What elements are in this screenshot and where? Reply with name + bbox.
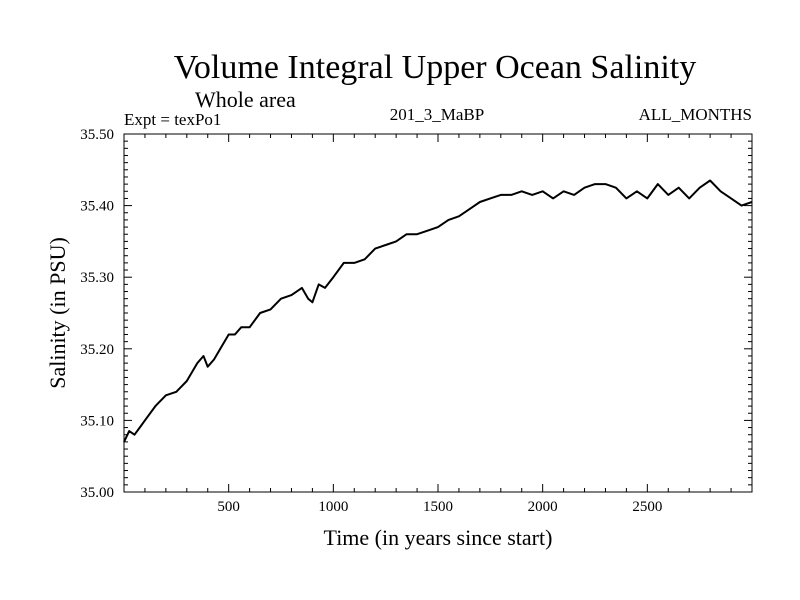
chart-subtitle: Whole area (195, 87, 296, 112)
data-series (123, 179, 753, 443)
x-tick-label: 2000 (528, 499, 558, 515)
y-tick-label: 35.00 (80, 485, 114, 501)
y-tick-label: 35.30 (80, 270, 114, 286)
y-tick-label: 35.50 (80, 127, 114, 143)
x-tick-label: 2500 (632, 499, 662, 515)
axis-ticks (124, 133, 752, 493)
x-axis-label: Time (in years since start) (324, 525, 553, 550)
x-tick-label: 1500 (423, 499, 453, 515)
x-tick-label: 500 (217, 499, 240, 515)
x-tick-label: 1000 (318, 499, 348, 515)
y-tick-label: 35.20 (80, 342, 114, 358)
expt-annotation: Expt = texPo1 (124, 110, 221, 129)
chart-title: Volume Integral Upper Ocean Salinity (174, 49, 696, 86)
salinity-series-line (123, 179, 753, 443)
plot-frame (123, 133, 753, 493)
months-annotation: ALL_MONTHS (639, 105, 752, 124)
run-annotation: 201_3_MaBP (390, 105, 484, 124)
y-tick-label: 35.40 (80, 199, 114, 215)
y-axis-label: Salinity (in PSU) (45, 237, 70, 389)
axis-tick-labels: 500 1000 1500 2000 2500 35.00 35.10 35.20 35.30 3… (80, 127, 662, 515)
y-tick-label: 35.10 (80, 413, 114, 429)
